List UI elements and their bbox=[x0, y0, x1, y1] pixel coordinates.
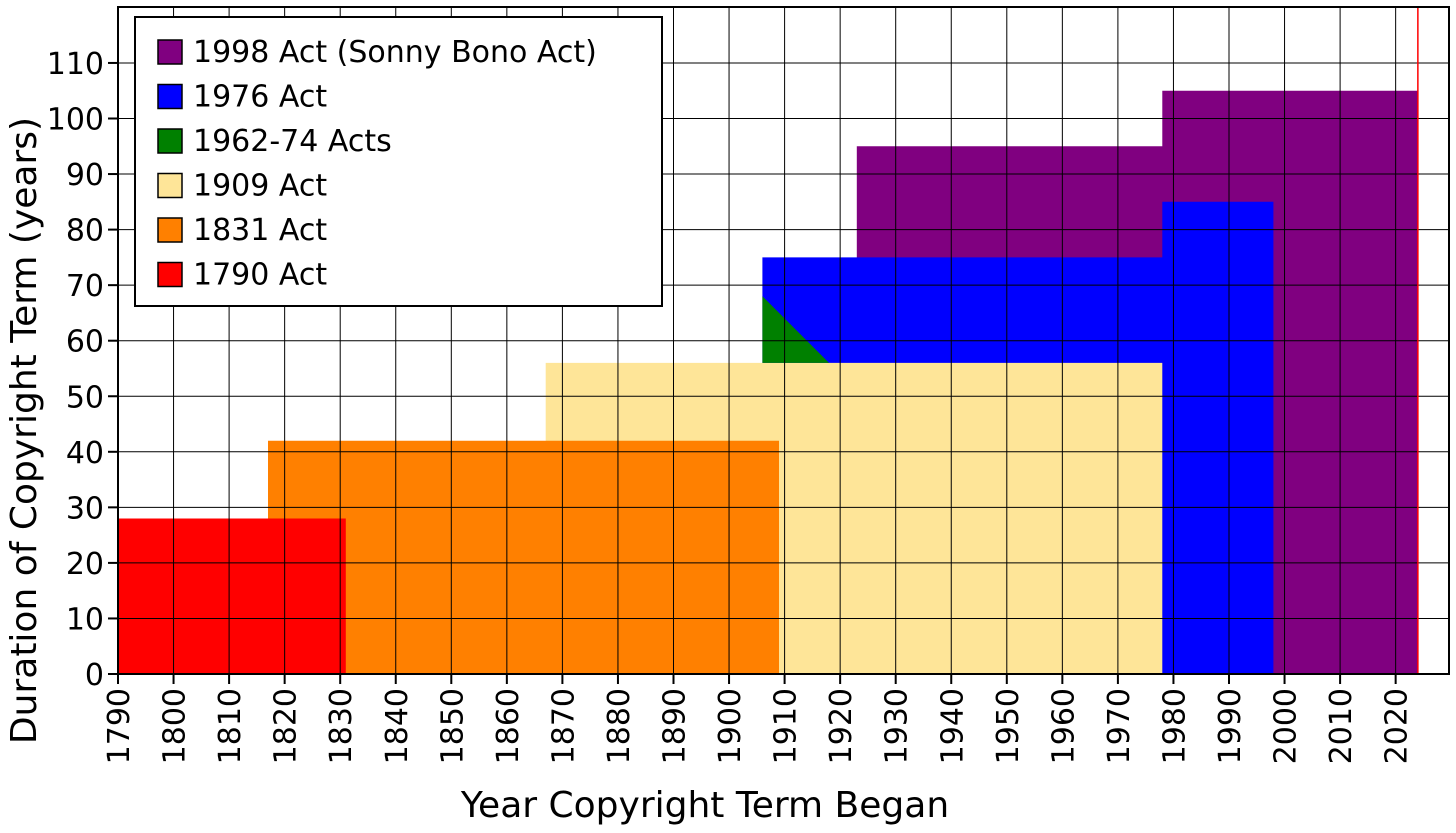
x-tick-label: 1930 bbox=[880, 688, 915, 764]
y-tick-label: 110 bbox=[47, 47, 104, 82]
area-1790-act bbox=[118, 518, 346, 674]
legend: 1998 Act (Sonny Bono Act) 1976 Act 1962-74… bbox=[134, 16, 663, 307]
legend-swatch bbox=[157, 172, 183, 199]
y-tick-label: 50 bbox=[66, 380, 104, 415]
legend-swatch bbox=[157, 83, 183, 110]
legend-swatch bbox=[157, 128, 183, 154]
x-tick-label: 1810 bbox=[213, 688, 248, 764]
x-axis-ticks: 1790 1800 1810 1820 1830 1840 1850 1860 1870 1880… bbox=[102, 674, 1415, 764]
x-tick-label: 1970 bbox=[1102, 688, 1137, 764]
x-tick-label: 1880 bbox=[602, 688, 637, 764]
legend-box bbox=[134, 16, 663, 307]
y-tick-label: 40 bbox=[66, 436, 104, 471]
x-tick-label: 1940 bbox=[935, 688, 970, 764]
y-axis-ticks: 0 10 20 30 40 50 60 70 80 90 100 110 bbox=[47, 47, 118, 693]
x-tick-label: 2010 bbox=[1324, 688, 1359, 764]
x-tick-label: 1950 bbox=[991, 688, 1026, 764]
x-tick-label: 1900 bbox=[713, 688, 748, 764]
x-tick-label: 1860 bbox=[491, 688, 526, 764]
x-tick-label: 2000 bbox=[1269, 688, 1304, 764]
x-tick-label: 1870 bbox=[546, 688, 581, 764]
y-tick-label: 100 bbox=[47, 103, 104, 138]
x-tick-label: 1980 bbox=[1157, 688, 1192, 764]
x-tick-label: 1890 bbox=[658, 688, 693, 764]
x-axis-title: Year Copyright Term Began bbox=[460, 785, 949, 826]
y-tick-label: 60 bbox=[66, 325, 104, 360]
x-tick-label: 1990 bbox=[1213, 688, 1248, 764]
legend-label: 1790 Act bbox=[193, 258, 327, 293]
y-tick-label: 10 bbox=[66, 602, 104, 637]
x-tick-label: 1840 bbox=[380, 688, 415, 764]
x-tick-label: 1830 bbox=[324, 688, 359, 764]
x-tick-label: 1920 bbox=[824, 688, 859, 764]
x-tick-label: 1850 bbox=[435, 688, 470, 764]
legend-swatch bbox=[157, 261, 183, 288]
y-axis-title: Duration of Copyright Term (years) bbox=[4, 117, 45, 744]
x-tick-label: 1790 bbox=[102, 688, 137, 764]
y-tick-label: 70 bbox=[66, 269, 104, 304]
legend-label: 1976 Act bbox=[193, 80, 327, 115]
legend-label: 1962-74 Acts bbox=[193, 124, 392, 159]
y-tick-label: 80 bbox=[66, 214, 104, 249]
x-tick-label: 1800 bbox=[158, 688, 193, 764]
x-tick-label: 1910 bbox=[769, 688, 804, 764]
y-tick-label: 90 bbox=[66, 158, 104, 193]
legend-label: 1831 Act bbox=[193, 213, 327, 248]
legend-label: 1998 Act (Sonny Bono Act) bbox=[193, 35, 597, 70]
legend-label: 1909 Act bbox=[193, 169, 327, 204]
y-tick-label: 20 bbox=[66, 547, 104, 582]
area-1962-74-acts bbox=[762, 296, 829, 363]
y-tick-label: 0 bbox=[85, 658, 104, 693]
legend-swatch bbox=[157, 217, 183, 243]
x-tick-label: 1820 bbox=[269, 688, 304, 764]
legend-swatch bbox=[157, 39, 183, 65]
y-tick-label: 30 bbox=[66, 491, 104, 526]
x-tick-label: 1960 bbox=[1046, 688, 1081, 764]
x-tick-label: 2020 bbox=[1380, 688, 1415, 764]
